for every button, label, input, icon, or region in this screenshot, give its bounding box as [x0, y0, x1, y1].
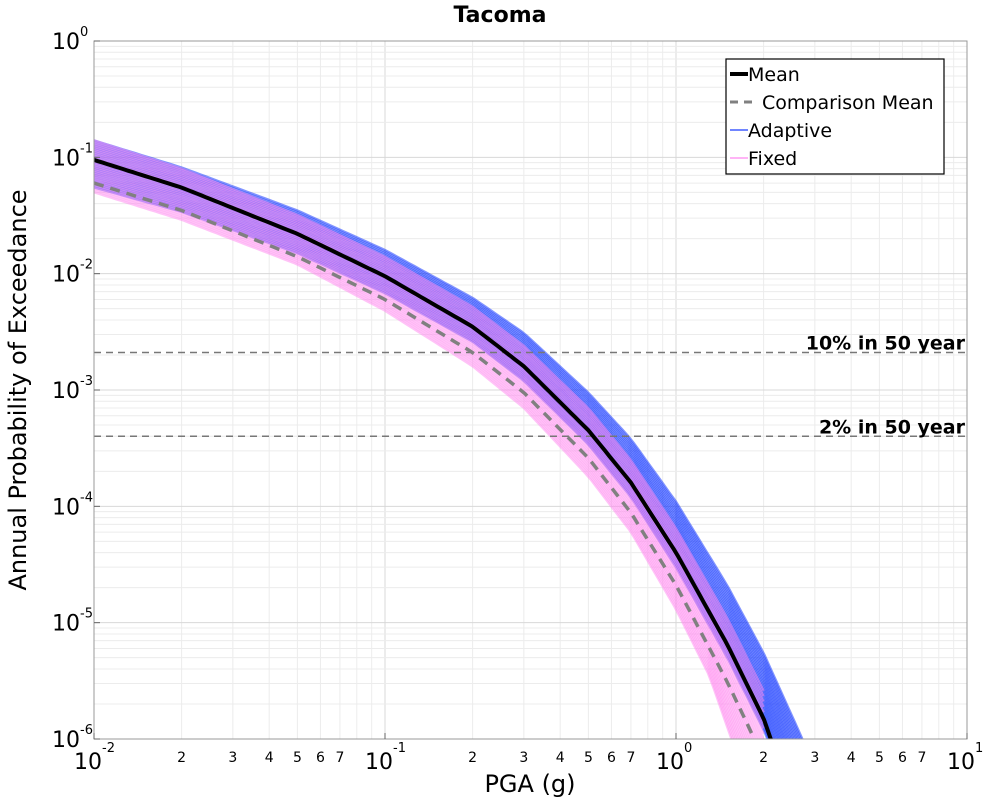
- x-tick-label: 10: [656, 750, 684, 775]
- fixed-strand: [94, 169, 752, 739]
- legend: Mean Comparison Mean Adaptive Fixed: [725, 58, 945, 175]
- y-tick-label: 10: [52, 30, 80, 55]
- x-minor-tick-label: 7: [335, 750, 344, 766]
- y-tick-exponent: -6: [80, 723, 93, 738]
- grid: [93, 41, 967, 740]
- y-tick-label: 10: [52, 495, 80, 520]
- reference-line-label: 10% in 50 year: [806, 333, 966, 355]
- x-tick-exponent: -2: [102, 741, 115, 756]
- fixed-strand: [94, 187, 736, 739]
- chart-title: Tacoma: [454, 3, 547, 28]
- x-minor-tick-label: 5: [584, 750, 593, 766]
- adaptive-strand: [94, 139, 804, 739]
- y-tick-exponent: -4: [80, 490, 93, 505]
- legend-entry-label: Adaptive: [748, 120, 832, 142]
- x-minor-tick-label: 6: [316, 750, 325, 766]
- x-minor-tick-label: 6: [898, 750, 907, 766]
- x-minor-tick-label: 2: [177, 750, 186, 766]
- fixed-strand: [94, 151, 765, 724]
- series-lines: [94, 157, 773, 739]
- y-axis-label: Annual Probability of Exceedance: [4, 189, 32, 590]
- fixed-strand: [94, 165, 756, 739]
- x-minor-tick-label: 5: [293, 750, 302, 766]
- fixed-strand: [94, 173, 748, 739]
- fixed-strand: [94, 139, 765, 692]
- fixed-strand: [94, 171, 750, 739]
- x-axis-label: PGA (g): [484, 770, 575, 798]
- legend-entry-label: Mean: [748, 64, 800, 86]
- fixed-strand: [94, 167, 754, 739]
- y-tick-exponent: 0: [80, 25, 88, 40]
- comparison-mean-line: [94, 181, 757, 739]
- y-tick-exponent: -1: [80, 141, 93, 156]
- fixed-strand: [94, 183, 739, 739]
- x-minor-tick-label: 2: [468, 750, 477, 766]
- x-minor-tick-label: 6: [607, 750, 616, 766]
- y-tick-label: 10: [52, 728, 80, 753]
- x-minor-tick-label: 7: [917, 750, 926, 766]
- mean-line: [94, 157, 773, 739]
- x-minor-tick-label: 4: [556, 750, 565, 766]
- fixed-strand: [94, 141, 765, 697]
- x-tick-exponent: -1: [393, 741, 406, 756]
- fixed-strand: [94, 143, 765, 702]
- x-minor-tick-label: 3: [519, 750, 528, 766]
- legend-box: [725, 58, 945, 175]
- x-minor-tick-label: 4: [265, 750, 274, 766]
- x-minor-tick-label: 5: [875, 750, 884, 766]
- fixed-strand: [94, 147, 765, 713]
- x-minor-tick-label: 3: [228, 750, 237, 766]
- fixed-strand: [94, 145, 765, 708]
- x-tick-exponent: 1: [975, 741, 983, 756]
- x-minor-tick-label: 7: [626, 750, 635, 766]
- x-tick-label: 10: [365, 750, 393, 775]
- legend-entry-label: Fixed: [748, 148, 797, 170]
- reference-lines: 10% in 50 year 2% in 50 year: [94, 333, 967, 438]
- fixed-strand: [94, 185, 738, 739]
- x-tick-label: 10: [947, 750, 975, 775]
- series-bands: [94, 139, 804, 739]
- x-tick-label: 10: [74, 750, 102, 775]
- y-tick-exponent: -5: [80, 607, 93, 622]
- fixed-strand: [94, 161, 761, 739]
- x-minor-tick-label: 3: [810, 750, 819, 766]
- x-tick-exponent: 0: [684, 741, 692, 756]
- fixed-strand: [94, 149, 765, 719]
- fixed-strand: [94, 163, 758, 739]
- legend-entry-label: Comparison Mean: [762, 92, 934, 114]
- fixed-strand: [94, 189, 735, 739]
- y-tick-label: 10: [52, 612, 80, 637]
- y-tick-label: 10: [52, 263, 80, 288]
- x-minor-tick-label: 2: [759, 750, 768, 766]
- fixed-strand: [94, 191, 733, 739]
- y-tick-label: 10: [52, 379, 80, 404]
- reference-line-label: 2% in 50 year: [819, 416, 966, 438]
- y-tick-label: 10: [52, 146, 80, 171]
- y-tick-exponent: -3: [80, 374, 93, 389]
- x-minor-tick-label: 4: [847, 750, 856, 766]
- y-tick-exponent: -2: [80, 258, 93, 273]
